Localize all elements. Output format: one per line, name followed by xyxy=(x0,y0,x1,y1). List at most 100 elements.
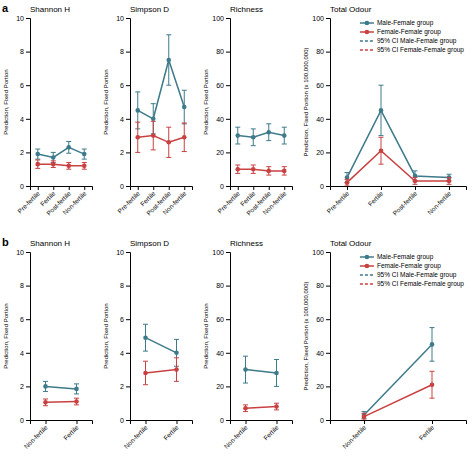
point xyxy=(251,135,256,140)
series xyxy=(143,324,179,366)
x-axis: Pre-fertileFertilePost-fertileNon-fertil… xyxy=(16,186,92,217)
y-tick: 0 xyxy=(220,183,230,190)
x-tick-label: Non-fertile xyxy=(23,423,49,449)
x-axis: Non-fertileFertile xyxy=(223,420,293,450)
legend-item: 95% CI Female-Female group xyxy=(360,280,464,288)
x-tick: Fertile xyxy=(162,420,180,441)
x-tick-label: Fertile xyxy=(417,423,435,441)
x-tick: Fertile xyxy=(262,420,280,441)
y-tick-mark xyxy=(226,420,230,421)
y-tick-label: 6 xyxy=(120,316,124,323)
error-bar xyxy=(174,358,179,382)
y-tick-mark xyxy=(226,152,230,153)
y-tick-label: 2 xyxy=(20,383,24,390)
y-tick-label: 10 xyxy=(116,249,124,256)
y-tick: 80 xyxy=(316,48,330,55)
y-tick-mark xyxy=(126,186,130,187)
x-tick-mark xyxy=(277,420,278,424)
y-axis-title: Prediction, Fixed Portion xyxy=(203,303,209,368)
y-tick-label: 0 xyxy=(220,417,224,424)
x-tick-mark xyxy=(46,420,47,424)
point xyxy=(274,404,279,409)
error-bar xyxy=(166,127,171,157)
line xyxy=(46,401,77,403)
y-tick: 60 xyxy=(316,82,330,89)
point xyxy=(413,179,418,184)
error-bar xyxy=(143,361,148,385)
error-bar xyxy=(345,179,350,186)
y-tick-mark xyxy=(26,18,30,19)
y-axis-line xyxy=(226,253,231,421)
point xyxy=(43,400,48,405)
data xyxy=(362,328,435,420)
plot: 0246810Non-fertileFertilePrediction, Fix… xyxy=(103,249,193,450)
x-axis-line xyxy=(131,421,193,425)
y-tick-mark xyxy=(126,386,130,387)
y-axis-line xyxy=(226,19,231,187)
y-tick: 10 xyxy=(116,15,130,22)
legend-label: 95% CI Male-Female group xyxy=(377,37,457,45)
title: Simpson D xyxy=(130,239,169,248)
legend: Male-Female groupFemale-Female group95% … xyxy=(360,253,464,288)
series xyxy=(235,124,287,146)
x-tick: Pre-fertile xyxy=(325,186,350,215)
y-tick-mark xyxy=(226,85,230,86)
point xyxy=(174,351,179,356)
plot: 020406080100Non-fertileFertilePrediction… xyxy=(203,249,293,450)
series xyxy=(362,371,435,420)
y-tick: 80 xyxy=(316,282,330,289)
point xyxy=(51,155,56,160)
y-tick-label: 40 xyxy=(216,350,224,357)
y-tick-label: 6 xyxy=(20,316,24,323)
point xyxy=(235,133,240,138)
x-tick-mark xyxy=(284,186,285,190)
y-tick-mark xyxy=(226,119,230,120)
y-tick: 20 xyxy=(316,383,330,390)
series xyxy=(345,85,452,182)
point xyxy=(266,130,271,135)
error-bar xyxy=(43,381,48,391)
legend-swatch xyxy=(360,40,374,42)
y-tick-label: 6 xyxy=(120,82,124,89)
x-tick: Non-fertile xyxy=(341,420,367,450)
error-bar xyxy=(274,360,279,387)
data xyxy=(135,35,187,158)
x-tick-label: Pre-fertile xyxy=(325,189,350,214)
y-tick-label: 10 xyxy=(116,15,124,22)
line xyxy=(238,169,285,171)
series xyxy=(362,328,435,419)
x-tick-label: Non-fertile xyxy=(261,189,287,215)
x-tick-mark xyxy=(449,186,450,190)
x-tick: Non-fertile xyxy=(123,420,149,450)
x-tick-mark xyxy=(415,186,416,190)
error-bar xyxy=(447,178,452,185)
line xyxy=(146,338,177,353)
x-axis-line xyxy=(31,187,93,191)
y-tick: 2 xyxy=(20,149,30,156)
line xyxy=(146,370,177,373)
error-bar xyxy=(430,328,435,362)
y-tick-label: 80 xyxy=(316,48,324,55)
y-tick-label: 6 xyxy=(20,82,24,89)
x-axis: Non-fertileFertile xyxy=(23,420,93,450)
y-tick: 80 xyxy=(216,48,230,55)
panel: Simpson D0246810Non-fertileFertilePredic… xyxy=(103,239,193,450)
point xyxy=(82,152,87,157)
y-tick-label: 20 xyxy=(316,383,324,390)
y-tick-mark xyxy=(126,52,130,53)
title: Total Odour xyxy=(330,239,372,248)
y-tick-mark xyxy=(126,152,130,153)
y-tick-mark xyxy=(26,319,30,320)
legend-swatch xyxy=(360,49,374,51)
y-tick: 10 xyxy=(16,249,30,256)
x-tick-mark xyxy=(146,420,147,424)
y-tick-label: 0 xyxy=(120,183,124,190)
point xyxy=(135,135,140,140)
y-tick: 8 xyxy=(20,48,30,55)
x-tick-mark xyxy=(253,186,254,190)
point xyxy=(166,58,171,63)
error-bar xyxy=(82,149,87,159)
line xyxy=(46,386,77,389)
y-tick: 100 xyxy=(312,249,330,256)
legend-item: Female-Female group xyxy=(360,28,441,36)
